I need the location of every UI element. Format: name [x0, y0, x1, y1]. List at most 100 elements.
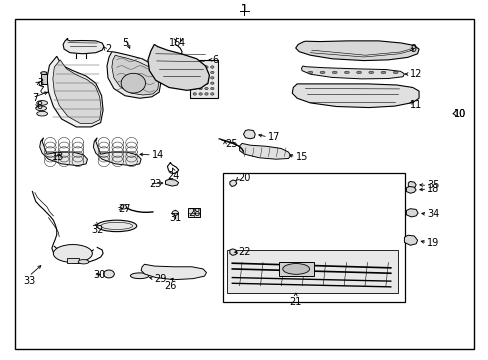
Ellipse shape	[204, 82, 208, 85]
Ellipse shape	[199, 82, 202, 85]
Polygon shape	[47, 56, 103, 127]
Text: 30: 30	[93, 270, 105, 280]
Text: 25: 25	[224, 139, 237, 149]
Text: 16: 16	[169, 39, 181, 48]
Polygon shape	[292, 84, 418, 108]
Polygon shape	[301, 66, 404, 79]
Ellipse shape	[356, 71, 361, 74]
Text: 8: 8	[36, 101, 42, 111]
Text: 33: 33	[23, 276, 35, 286]
Ellipse shape	[210, 77, 214, 79]
Text: 14: 14	[152, 150, 164, 160]
Ellipse shape	[130, 273, 149, 279]
Bar	[278, 262, 313, 276]
Ellipse shape	[193, 66, 196, 68]
Ellipse shape	[331, 71, 336, 74]
Ellipse shape	[78, 260, 89, 264]
Ellipse shape	[204, 87, 208, 90]
Text: 26: 26	[164, 281, 176, 291]
Text: 22: 22	[238, 247, 251, 257]
Ellipse shape	[199, 93, 202, 95]
Text: 29: 29	[154, 274, 166, 284]
Text: 3: 3	[37, 78, 43, 88]
Text: 5: 5	[122, 39, 128, 48]
Text: 10: 10	[453, 109, 466, 119]
Ellipse shape	[204, 77, 208, 79]
Ellipse shape	[37, 111, 47, 116]
Ellipse shape	[193, 93, 196, 95]
Ellipse shape	[307, 71, 312, 74]
Polygon shape	[406, 209, 417, 217]
Text: 19: 19	[427, 238, 439, 248]
Ellipse shape	[41, 72, 47, 75]
Ellipse shape	[320, 71, 325, 74]
Text: 1: 1	[241, 4, 247, 14]
Text: 6: 6	[212, 55, 219, 65]
Ellipse shape	[199, 77, 202, 79]
Text: 4: 4	[179, 39, 185, 48]
Bar	[189, 60, 218, 98]
Text: 2: 2	[105, 44, 112, 54]
Ellipse shape	[37, 100, 47, 105]
Polygon shape	[107, 51, 160, 98]
Polygon shape	[63, 39, 104, 54]
Polygon shape	[229, 249, 237, 255]
Ellipse shape	[210, 82, 214, 85]
Polygon shape	[112, 55, 158, 95]
Polygon shape	[243, 130, 255, 139]
Ellipse shape	[36, 106, 46, 111]
Text: 21: 21	[289, 297, 301, 307]
Ellipse shape	[380, 71, 385, 74]
Text: 27: 27	[119, 204, 131, 214]
Ellipse shape	[172, 211, 178, 215]
Ellipse shape	[204, 66, 208, 68]
Ellipse shape	[368, 71, 373, 74]
Polygon shape	[407, 181, 415, 188]
Ellipse shape	[282, 264, 309, 274]
Text: 15: 15	[295, 152, 307, 162]
Ellipse shape	[210, 66, 214, 68]
Ellipse shape	[53, 244, 92, 262]
Bar	[222, 173, 405, 302]
Ellipse shape	[193, 77, 196, 79]
Ellipse shape	[193, 82, 196, 85]
Ellipse shape	[199, 87, 202, 90]
Text: 24: 24	[167, 171, 180, 181]
Polygon shape	[40, 138, 87, 166]
Bar	[66, 258, 79, 263]
Polygon shape	[239, 143, 290, 159]
Ellipse shape	[210, 93, 214, 95]
Polygon shape	[406, 186, 415, 193]
Ellipse shape	[193, 87, 196, 90]
Ellipse shape	[121, 205, 126, 209]
Bar	[41, 74, 47, 84]
Text: 7: 7	[32, 93, 39, 103]
Text: 20: 20	[238, 173, 250, 183]
Ellipse shape	[199, 71, 202, 74]
Text: 10: 10	[453, 109, 466, 119]
Ellipse shape	[199, 66, 202, 68]
Text: 18: 18	[427, 184, 439, 194]
Ellipse shape	[204, 93, 208, 95]
Text: 12: 12	[409, 69, 422, 79]
Text: 9: 9	[409, 44, 416, 54]
Polygon shape	[93, 138, 141, 166]
Polygon shape	[404, 235, 417, 245]
Text: 32: 32	[91, 225, 103, 235]
Ellipse shape	[121, 73, 145, 93]
Ellipse shape	[392, 71, 397, 74]
Ellipse shape	[344, 71, 348, 74]
Ellipse shape	[97, 220, 137, 231]
Ellipse shape	[210, 87, 214, 90]
Text: 35: 35	[427, 180, 439, 190]
Text: 34: 34	[427, 209, 439, 219]
Text: 17: 17	[267, 132, 280, 142]
Ellipse shape	[210, 71, 214, 74]
Polygon shape	[229, 180, 236, 186]
Ellipse shape	[204, 71, 208, 74]
Ellipse shape	[103, 270, 114, 278]
Text: 23: 23	[149, 179, 162, 189]
Polygon shape	[148, 44, 209, 90]
Polygon shape	[295, 41, 418, 60]
Text: 13: 13	[52, 152, 64, 162]
